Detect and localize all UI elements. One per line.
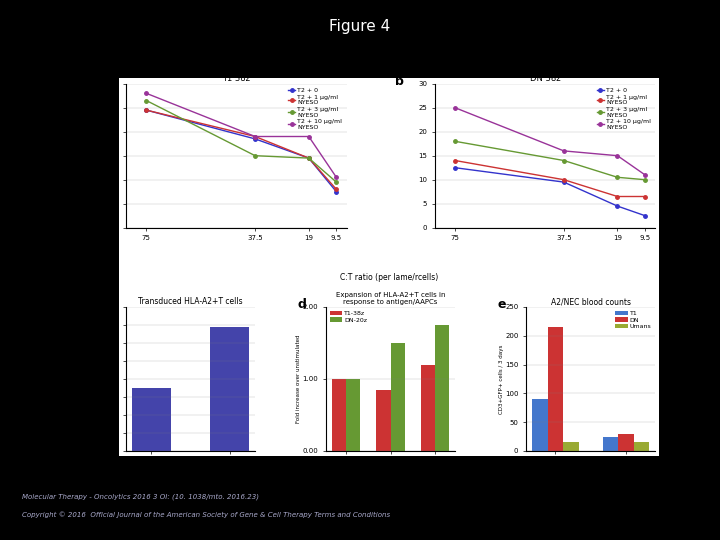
Legend: T2 + 0, T2 + 1 μg/ml
NYESO, T2 + 3 μg/ml
NYESO, T2 + 10 μg/ml
NYESO: T2 + 0, T2 + 1 μg/ml NYESO, T2 + 3 μg/ml… (595, 87, 652, 131)
T2 + 0 (251, 136, 259, 142)
T2 + 0 (641, 212, 649, 219)
T2 + 3 μg/ml
NYESO (142, 97, 150, 104)
Line: T2 + 10 μg/ml
NYESO: T2 + 10 μg/ml NYESO (454, 106, 647, 177)
Bar (420, 364, 435, 451)
Title: Expansion of HLA-A2+T cells in
response to antigen/AAPCs: Expansion of HLA-A2+T cells in response … (336, 292, 446, 305)
Line: T2 + 0: T2 + 0 (454, 166, 647, 218)
Text: Figure 4: Figure 4 (329, 19, 391, 34)
Bar (618, 434, 634, 451)
T2 + 3 μg/ml
NYESO (451, 138, 459, 145)
T2 + 0 (305, 155, 313, 161)
Bar (532, 399, 547, 451)
T2 + 10 μg/ml
NYESO (641, 172, 649, 178)
Legend: T1-38z, DN-20z: T1-38z, DN-20z (329, 310, 368, 323)
Bar (547, 327, 563, 451)
T2 + 1 μg/ml
NYESO (641, 193, 649, 200)
Bar (634, 442, 649, 451)
T2 + 0 (559, 179, 568, 185)
T2 + 0 (332, 188, 341, 195)
Line: T2 + 3 μg/ml
NYESO: T2 + 3 μg/ml NYESO (145, 99, 338, 184)
T2 + 1 μg/ml
NYESO (613, 193, 622, 200)
T2 + 3 μg/ml
NYESO (305, 155, 313, 161)
T2 + 10 μg/ml
NYESO (251, 133, 259, 140)
X-axis label: NYESO: NYESO (379, 475, 402, 481)
Y-axis label: CD3+GFP+ cells / 3 days: CD3+GFP+ cells / 3 days (498, 344, 503, 414)
Title: Transduced HLA-A2+T cells: Transduced HLA-A2+T cells (138, 297, 243, 306)
T2 + 10 μg/ml
NYESO (613, 152, 622, 159)
Bar (210, 327, 249, 451)
Text: C:T ratio (per lame/rcelIs): C:T ratio (per lame/rcelIs) (340, 273, 438, 282)
Y-axis label: Fold expansion at 5 days: Fold expansion at 5 days (107, 340, 112, 418)
Y-axis label: Fold increase over unstimulated: Fold increase over unstimulated (297, 335, 301, 423)
Text: Molecular Therapy - Oncolytics 2016 3 OI: (10. 1038/mto. 2016.23): Molecular Therapy - Oncolytics 2016 3 OI… (22, 493, 258, 500)
Text: Copyright © 2016  Official Journal of the American Society of Gene & Cell Therap: Copyright © 2016 Official Journal of the… (22, 512, 390, 518)
T2 + 3 μg/ml
NYESO (559, 157, 568, 164)
T2 + 10 μg/ml
NYESO (332, 174, 341, 180)
Bar (435, 325, 449, 451)
Text: b: b (395, 75, 404, 88)
Bar (563, 442, 579, 451)
T2 + 3 μg/ml
NYESO (251, 152, 259, 159)
T2 + 3 μg/ml
NYESO (332, 179, 341, 185)
T2 + 1 μg/ml
NYESO (251, 133, 259, 140)
Line: T2 + 0: T2 + 0 (145, 109, 338, 193)
T2 + 0 (613, 203, 622, 210)
Bar (132, 388, 171, 451)
T2 + 0 (142, 107, 150, 113)
Legend: T2 + 0, T2 + 1 μg/ml
NYESO, T2 + 3 μg/ml
NYESO, T2 + 10 μg/ml
NYESO: T2 + 0, T2 + 1 μg/ml NYESO, T2 + 3 μg/ml… (287, 87, 343, 131)
Bar (346, 379, 361, 451)
T2 + 10 μg/ml
NYESO (142, 90, 150, 97)
Text: d: d (297, 298, 307, 311)
Legend: T1, DN, Umans: T1, DN, Umans (615, 310, 652, 330)
Line: T2 + 1 μg/ml
NYESO: T2 + 1 μg/ml NYESO (145, 109, 338, 191)
T2 + 1 μg/ml
NYESO (142, 107, 150, 113)
T2 + 1 μg/ml
NYESO (451, 157, 459, 164)
Text: a: a (82, 75, 91, 88)
T2 + 10 μg/ml
NYESO (451, 104, 459, 111)
Text: e: e (498, 298, 506, 311)
T2 + 0 (451, 165, 459, 171)
Title: DN 38z: DN 38z (530, 74, 560, 83)
T2 + 1 μg/ml
NYESO (559, 177, 568, 183)
Line: T2 + 3 μg/ml
NYESO: T2 + 3 μg/ml NYESO (454, 139, 647, 181)
Bar (377, 390, 391, 451)
T2 + 10 μg/ml
NYESO (305, 133, 313, 140)
Line: T2 + 1 μg/ml
NYESO: T2 + 1 μg/ml NYESO (454, 159, 647, 198)
Bar (332, 379, 346, 451)
Line: T2 + 10 μg/ml
NYESO: T2 + 10 μg/ml NYESO (145, 92, 338, 179)
T2 + 1 μg/ml
NYESO (332, 186, 341, 193)
T2 + 3 μg/ml
NYESO (641, 177, 649, 183)
T2 + 3 μg/ml
NYESO (613, 174, 622, 180)
Bar (603, 436, 618, 451)
T2 + 1 μg/ml
NYESO (305, 155, 313, 161)
Bar (391, 343, 405, 451)
T2 + 10 μg/ml
NYESO (559, 147, 568, 154)
Title: A2/NEC blood counts: A2/NEC blood counts (551, 297, 631, 306)
Text: c: c (90, 298, 97, 311)
Title: T1 38z: T1 38z (222, 74, 251, 83)
Y-axis label: % specific lysis: % specific lysis (102, 129, 108, 182)
